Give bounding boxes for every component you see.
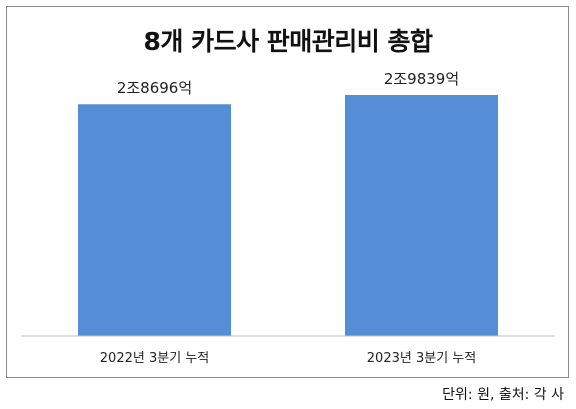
data-label-2: 2조9839억 [384,70,459,88]
chart-title: 8개 카드사 판매관리비 총합 [143,27,433,56]
bar-1 [78,104,231,336]
data-label-1: 2조8696억 [117,79,192,97]
category-label-1: 2022년 3분기 누적 [100,351,209,366]
bar-2 [345,95,498,336]
category-label-2: 2023년 3분기 누적 [367,351,476,366]
labels-group: 2조8696억 2022년 3분기 누적 2조9839억 2023년 3분기 누적 [100,70,476,366]
source-note: 단위: 원, 출처: 각 사 [442,387,564,403]
bars-group [78,95,498,336]
